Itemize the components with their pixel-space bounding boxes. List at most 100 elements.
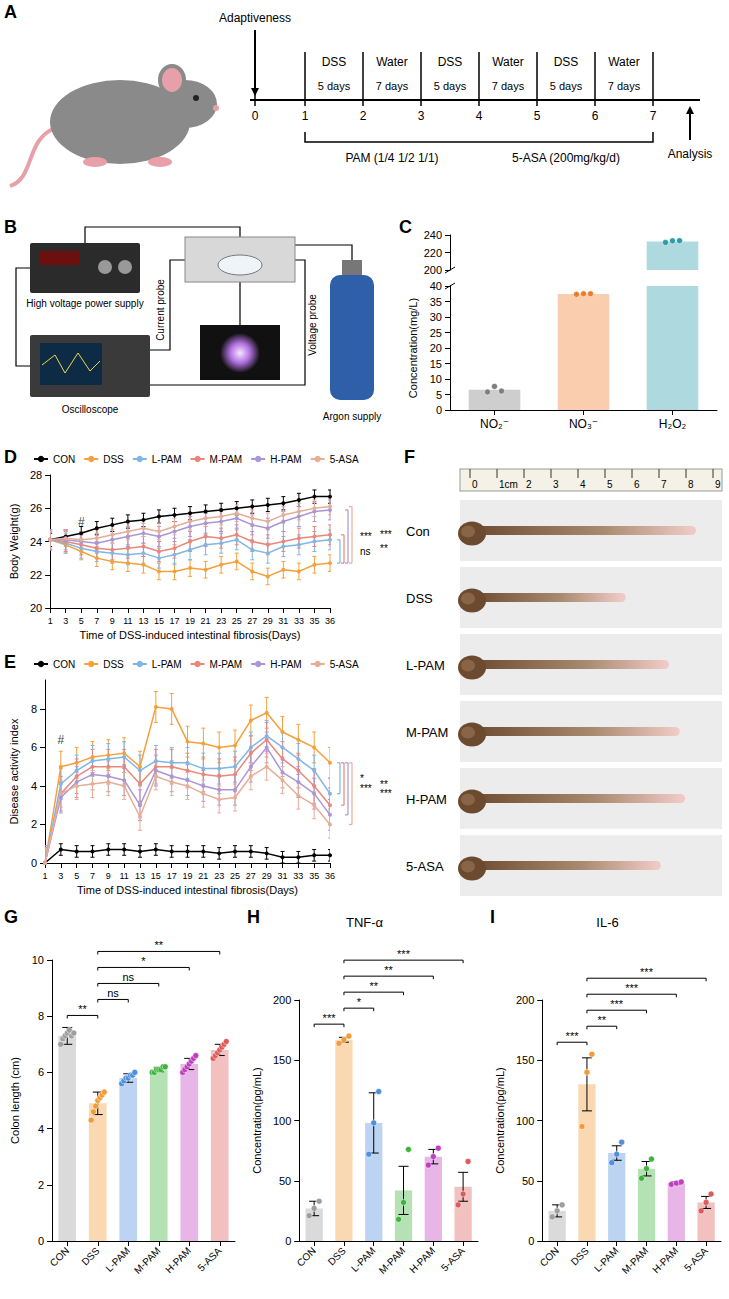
svg-text:0: 0 xyxy=(285,1235,291,1247)
svg-text:H₂O₂: H₂O₂ xyxy=(659,417,687,431)
svg-text:10: 10 xyxy=(430,373,442,385)
svg-text:8: 8 xyxy=(38,1010,44,1022)
svg-text:5: 5 xyxy=(436,389,442,401)
svg-text:DSS: DSS xyxy=(79,1245,102,1268)
svg-text:6: 6 xyxy=(31,741,37,753)
svg-text:Time of DSS-induced intestinal: Time of DSS-induced intestinal fibrosis(… xyxy=(80,629,301,641)
svg-text:200: 200 xyxy=(516,994,534,1006)
svg-text:5: 5 xyxy=(79,616,84,626)
svg-text:L-PAM: L-PAM xyxy=(152,454,182,465)
svg-text:L-PAM: L-PAM xyxy=(103,1245,132,1274)
svg-text:L-PAM: L-PAM xyxy=(349,1245,378,1274)
svg-text:5: 5 xyxy=(534,109,541,123)
svg-text:23: 23 xyxy=(214,871,224,881)
svg-text:100: 100 xyxy=(516,1115,534,1127)
svg-text:CON: CON xyxy=(538,1245,561,1268)
svg-text:4: 4 xyxy=(580,479,586,490)
svg-text:Voltage probe: Voltage probe xyxy=(307,294,318,356)
svg-text:#: # xyxy=(57,733,64,747)
svg-text:150: 150 xyxy=(516,1054,534,1066)
svg-text:*: * xyxy=(141,955,146,967)
svg-text:CON: CON xyxy=(53,454,75,465)
svg-text:25: 25 xyxy=(230,871,240,881)
svg-text:H-PAM: H-PAM xyxy=(270,659,301,670)
svg-text:150: 150 xyxy=(273,1054,291,1066)
svg-text:3: 3 xyxy=(63,616,68,626)
svg-text:0: 0 xyxy=(436,404,442,416)
svg-text:13: 13 xyxy=(135,871,145,881)
svg-text:Body Weight(g): Body Weight(g) xyxy=(8,504,20,580)
svg-text:ns: ns xyxy=(107,987,119,999)
svg-text:ns: ns xyxy=(360,546,371,557)
svg-text:5 days: 5 days xyxy=(434,80,467,92)
svg-text:6: 6 xyxy=(634,479,640,490)
svg-text:20: 20 xyxy=(430,342,442,354)
svg-text:19: 19 xyxy=(182,871,192,881)
svg-text:15: 15 xyxy=(430,358,442,370)
svg-text:M-PAM: M-PAM xyxy=(620,1245,651,1276)
svg-text:22: 22 xyxy=(30,569,42,581)
svg-text:5: 5 xyxy=(74,871,79,881)
svg-text:9: 9 xyxy=(106,871,111,881)
svg-text:**: ** xyxy=(154,939,163,951)
svg-text:25: 25 xyxy=(232,616,242,626)
svg-text:M-PAM: M-PAM xyxy=(210,659,243,670)
svg-text:13: 13 xyxy=(138,616,148,626)
svg-text:IL-6: IL-6 xyxy=(596,915,618,930)
svg-text:**: ** xyxy=(380,543,388,554)
svg-text:Water: Water xyxy=(608,55,640,69)
svg-text:35: 35 xyxy=(430,296,442,308)
svg-text:***: *** xyxy=(360,531,372,542)
svg-text:25: 25 xyxy=(430,327,442,339)
svg-text:2: 2 xyxy=(526,479,532,490)
svg-text:DSS: DSS xyxy=(554,55,579,69)
svg-text:NO₃⁻: NO₃⁻ xyxy=(569,417,598,431)
svg-text:***: *** xyxy=(640,966,654,978)
svg-text:9: 9 xyxy=(715,479,721,490)
svg-text:Time of DSS-induced intestinal: Time of DSS-induced intestinal fibrosis(… xyxy=(77,884,298,896)
svg-text:35: 35 xyxy=(309,616,319,626)
svg-text:M-PAM: M-PAM xyxy=(210,454,243,465)
svg-text:Analysis: Analysis xyxy=(668,147,713,161)
svg-text:CON: CON xyxy=(48,1245,71,1268)
svg-text:40: 40 xyxy=(430,280,442,292)
svg-text:CON: CON xyxy=(53,659,75,670)
svg-text:*: * xyxy=(357,996,362,1008)
svg-text:5: 5 xyxy=(607,479,613,490)
svg-text:100: 100 xyxy=(273,1115,291,1127)
svg-text:#: # xyxy=(78,515,85,529)
svg-text:PAM (1/4 1/2 1/1): PAM (1/4 1/2 1/1) xyxy=(345,151,438,165)
svg-text:50: 50 xyxy=(522,1175,534,1187)
svg-text:5-ASA (200mg/kg/d): 5-ASA (200mg/kg/d) xyxy=(512,151,620,165)
svg-text:3: 3 xyxy=(553,479,559,490)
svg-text:H-PAM: H-PAM xyxy=(650,1245,680,1275)
svg-text:Water: Water xyxy=(376,55,408,69)
svg-text:7: 7 xyxy=(90,871,95,881)
svg-text:NO₂⁻: NO₂⁻ xyxy=(480,417,509,431)
svg-text:Concentration(pg/mL): Concentration(pg/mL) xyxy=(251,1067,263,1173)
svg-text:DSS: DSS xyxy=(103,454,124,465)
svg-text:30: 30 xyxy=(430,311,442,323)
svg-text:***: *** xyxy=(360,783,372,794)
svg-text:4: 4 xyxy=(31,780,37,792)
svg-text:33: 33 xyxy=(293,871,303,881)
svg-text:Water: Water xyxy=(492,55,524,69)
svg-text:31: 31 xyxy=(278,616,288,626)
svg-text:35: 35 xyxy=(309,871,319,881)
svg-text:28: 28 xyxy=(30,469,42,481)
svg-text:DSS: DSS xyxy=(438,55,463,69)
svg-text:***: *** xyxy=(566,1030,580,1042)
svg-text:10: 10 xyxy=(32,954,44,966)
svg-text:3: 3 xyxy=(418,109,425,123)
svg-text:CON: CON xyxy=(295,1245,318,1268)
svg-text:1: 1 xyxy=(302,109,309,123)
svg-text:21: 21 xyxy=(201,616,211,626)
svg-text:Colon length (cm): Colon length (cm) xyxy=(9,1057,21,1144)
svg-text:5-ASA: 5-ASA xyxy=(406,859,444,874)
svg-text:Adaptiveness: Adaptiveness xyxy=(219,11,291,25)
svg-text:DSS: DSS xyxy=(103,659,124,670)
svg-text:7 days: 7 days xyxy=(608,80,641,92)
svg-text:31: 31 xyxy=(277,871,287,881)
svg-text:L-PAM: L-PAM xyxy=(592,1245,621,1274)
svg-text:H-PAM: H-PAM xyxy=(270,454,301,465)
